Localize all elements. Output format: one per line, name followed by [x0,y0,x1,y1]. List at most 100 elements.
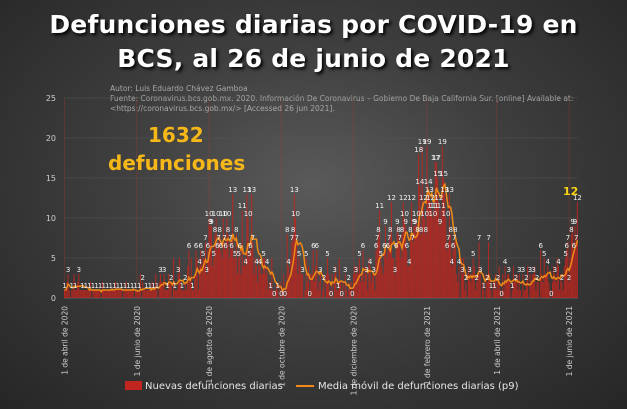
data-label: 4 [407,258,412,266]
data-label: 10 [291,210,300,218]
data-label: 0 [499,290,503,298]
data-label: 6 [451,242,456,250]
bar [326,258,328,298]
bar [433,210,435,298]
data-label: 9 [403,218,407,226]
y-tick-label: 25 [46,94,56,103]
data-label: 0 [549,290,553,298]
source-line1: Fuente: Coronavirus.bcs.gob.mx. 2020. In… [110,94,573,103]
bar [266,266,268,298]
bar [541,274,543,298]
data-label: 6 [565,242,570,250]
bar [446,250,448,298]
bar [572,226,574,298]
data-label: 13 [228,186,237,194]
data-label: 13 [243,186,252,194]
bar [563,266,565,298]
bar [506,274,509,298]
bar [569,258,571,298]
data-label: 1 [101,282,105,290]
bar [68,290,70,298]
bar [434,162,436,298]
data-label: 14 [415,178,424,186]
bar [103,290,105,298]
bar [85,290,87,298]
x-tick-label: 1 de junio de 2020 [133,306,142,377]
bar [105,290,107,298]
bar [304,290,306,298]
data-label: 9 [573,218,577,226]
bar [486,282,488,298]
bar [260,274,262,298]
bar [296,242,298,298]
data-label: 6 [311,242,316,250]
data-label: 3 [553,266,557,274]
bar [384,226,387,298]
data-label: 1 [482,282,486,290]
bar [406,250,408,298]
bar [315,266,317,298]
data-label: 7 [574,234,578,242]
bar [289,274,291,298]
bar [215,218,217,298]
bar [74,290,76,298]
bar [413,226,415,298]
bar [424,218,426,298]
data-label: 3 [364,266,368,274]
bar [329,290,331,298]
bar [145,290,147,298]
data-label: 9 [413,218,417,226]
data-label: 1 [190,282,194,290]
bar [535,290,537,298]
data-label: 4 [286,258,291,266]
data-label: 7 [216,234,220,242]
bar [576,202,578,298]
data-label: 0 [283,290,287,298]
data-label: 1 [109,282,113,290]
data-label: 15 [439,170,448,178]
data-label: 1 [105,282,109,290]
data-label: 2 [514,274,518,282]
data-label: 6 [394,242,399,250]
data-label: 12 [573,194,582,202]
data-label: 9 [438,218,442,226]
bar [307,266,310,298]
bar [118,290,120,298]
bar [178,258,180,298]
bar [94,290,96,298]
data-label: 5 [325,250,329,258]
bar [547,266,549,298]
data-label: 6 [374,242,379,250]
bar [165,290,167,298]
bar [383,250,385,298]
bar [189,282,191,298]
bar [219,234,221,298]
bar [203,258,205,298]
data-label: 11 [427,202,436,210]
legend-bars-label: Nuevas defunciones diarias [145,381,283,392]
bar [444,194,446,298]
bar [431,210,433,298]
bar [405,226,407,298]
bar-series [64,146,578,298]
bar [106,290,108,298]
bar [155,274,157,298]
bar [472,258,474,298]
y-tick-label: 20 [46,134,56,143]
bar [119,290,121,298]
bar [117,290,119,298]
bar [222,218,224,298]
bar [465,282,467,298]
bar [435,162,437,298]
data-label: 6 [538,242,543,250]
data-label: 7 [222,234,226,242]
data-label: 5 [212,250,216,258]
data-label: 4 [368,258,373,266]
bar [144,290,146,298]
bar [381,266,383,298]
data-label: 6 [194,242,199,250]
bar [537,282,539,298]
bar [339,282,342,298]
bar [524,290,526,298]
data-label: 13 [247,186,256,194]
